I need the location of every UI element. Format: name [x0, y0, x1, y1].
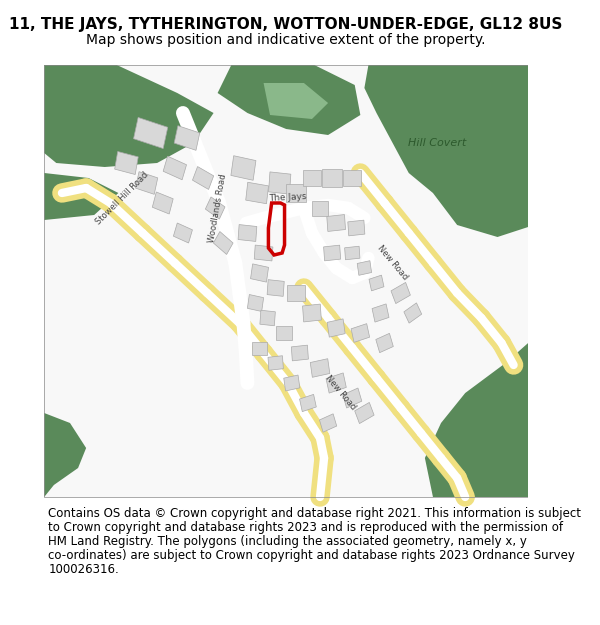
Bar	[174, 126, 200, 151]
Bar	[310, 359, 330, 378]
Bar	[44, 65, 528, 497]
Bar	[302, 304, 322, 322]
Polygon shape	[263, 83, 328, 119]
Bar	[115, 151, 138, 174]
Bar	[246, 182, 269, 204]
Text: Stowell Hill Road: Stowell Hill Road	[94, 170, 151, 226]
Bar	[231, 156, 256, 180]
Polygon shape	[218, 65, 361, 135]
Bar	[163, 156, 187, 180]
Bar	[327, 319, 345, 337]
Text: New Road: New Road	[323, 374, 357, 412]
Polygon shape	[44, 413, 86, 497]
Text: to Crown copyright and database rights 2023 and is reproduced with the permissio: to Crown copyright and database rights 2…	[48, 521, 563, 534]
Text: Woodlands Road: Woodlands Road	[207, 173, 228, 243]
Bar	[238, 224, 257, 241]
Polygon shape	[425, 343, 528, 497]
Bar	[292, 345, 308, 361]
Polygon shape	[364, 65, 528, 237]
Bar	[267, 279, 284, 296]
Bar	[343, 170, 361, 186]
Bar	[260, 310, 275, 326]
Bar	[372, 304, 389, 322]
Bar	[312, 201, 328, 216]
Text: Contains OS data © Crown copyright and database right 2021. This information is : Contains OS data © Crown copyright and d…	[48, 507, 581, 520]
Bar	[322, 169, 342, 187]
Text: New Road: New Road	[376, 244, 410, 282]
Bar	[355, 402, 374, 424]
Bar	[44, 65, 528, 497]
Text: Map shows position and indicative extent of the property.: Map shows position and indicative extent…	[86, 33, 486, 47]
Bar	[205, 197, 225, 219]
Bar	[344, 246, 360, 260]
Text: co-ordinates) are subject to Crown copyright and database rights 2023 Ordnance S: co-ordinates) are subject to Crown copyr…	[48, 549, 575, 562]
Bar	[351, 324, 370, 342]
Bar	[193, 166, 214, 189]
Bar	[323, 245, 341, 261]
Bar	[268, 356, 283, 370]
Text: Hill Covert: Hill Covert	[408, 138, 466, 148]
Bar	[284, 375, 300, 391]
Bar	[348, 220, 365, 236]
Bar	[376, 333, 394, 352]
Bar	[286, 184, 305, 202]
Bar	[275, 326, 292, 340]
Bar	[327, 214, 346, 231]
Bar	[391, 282, 410, 304]
Polygon shape	[44, 65, 214, 167]
Bar	[152, 192, 173, 214]
Bar	[214, 231, 233, 254]
Bar	[254, 245, 273, 261]
Bar	[303, 170, 321, 186]
Text: 11, THE JAYS, TYTHERINGTON, WOTTON-UNDER-EDGE, GL12 8US: 11, THE JAYS, TYTHERINGTON, WOTTON-UNDER…	[10, 17, 563, 32]
Bar	[369, 275, 384, 291]
Bar	[136, 172, 158, 194]
Bar	[173, 223, 193, 243]
Bar	[343, 388, 362, 408]
Bar	[252, 341, 267, 354]
Bar	[287, 285, 305, 301]
Bar	[134, 118, 168, 149]
Bar	[269, 172, 291, 194]
Bar	[357, 261, 371, 275]
Bar	[319, 414, 337, 432]
Text: The Jays: The Jays	[269, 192, 307, 204]
Text: 100026316.: 100026316.	[48, 563, 119, 576]
Bar	[251, 264, 269, 282]
Bar	[326, 373, 346, 393]
Bar	[299, 394, 316, 412]
Bar	[247, 294, 263, 311]
Bar	[404, 303, 422, 323]
Text: HM Land Registry. The polygons (including the associated geometry, namely x, y: HM Land Registry. The polygons (includin…	[48, 535, 527, 548]
Polygon shape	[44, 173, 118, 220]
